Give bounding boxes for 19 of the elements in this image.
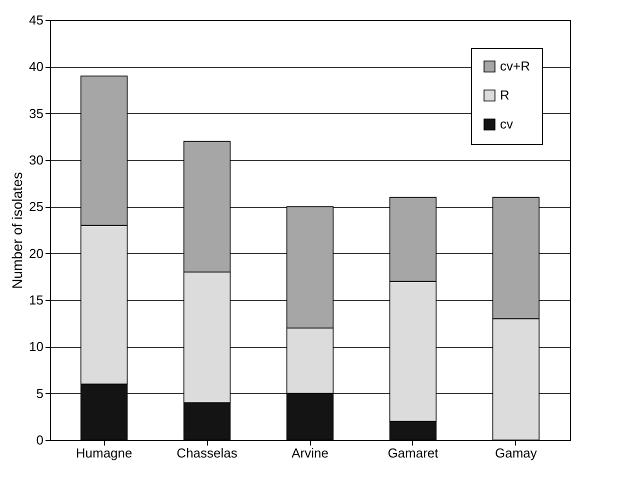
y-tick-label: 20 [29,246,44,261]
y-tick-label: 15 [29,292,44,308]
y-tick-label: 0 [36,432,44,448]
x-tick-label: Chasselas [176,446,238,460]
x-tick-label: Humagne [76,446,132,460]
y-tick-label: 35 [29,106,44,121]
legend-label: cv+R [500,58,530,74]
x-tick-label: Gamaret [388,446,439,460]
y-tick-label: 30 [29,152,44,168]
y-tick-label: 10 [29,339,44,354]
x-tick-label: Arvine [292,446,328,460]
legend-label: R [500,88,510,102]
x-tick-label: Gamay [494,446,538,460]
y-tick-label: 25 [29,199,44,214]
y-tick-label: 5 [36,386,44,401]
legend-label: cv [500,116,514,132]
y-axis-title: Number of isolates [9,172,26,289]
y-tick-label: 45 [29,12,44,28]
y-tick-label: 40 [29,59,44,74]
